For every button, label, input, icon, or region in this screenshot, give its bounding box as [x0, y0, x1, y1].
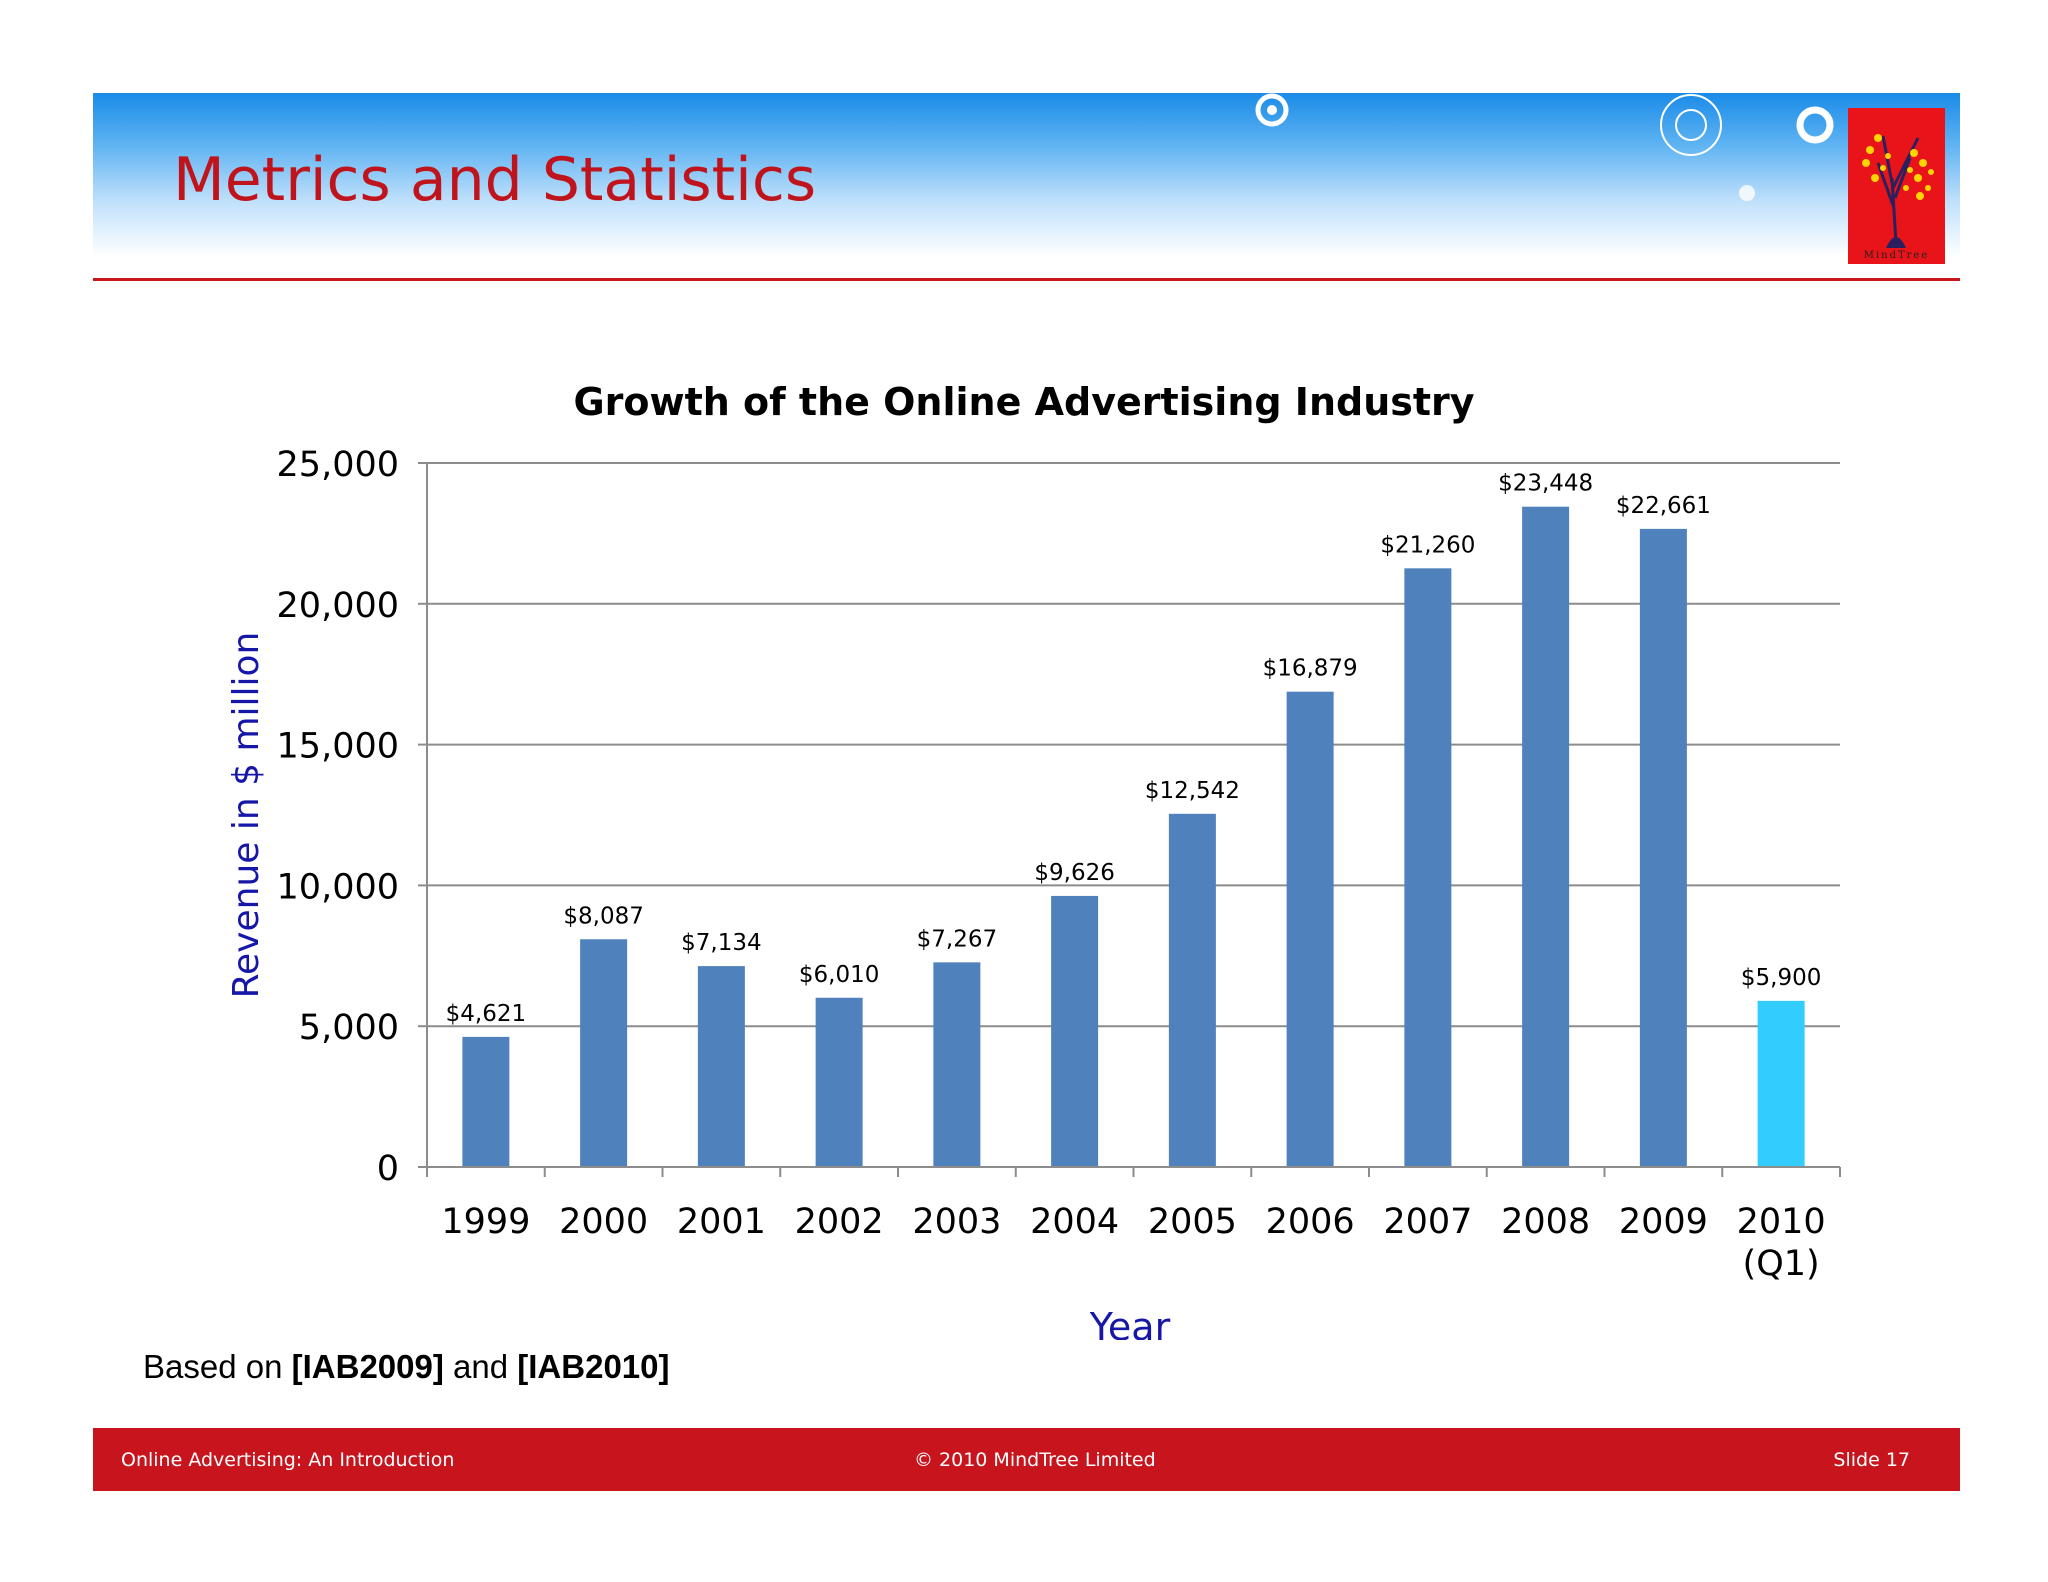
data-label: $7,267	[917, 926, 997, 952]
y-tick-label: 25,000	[277, 445, 399, 485]
source-ref-iab2010: [IAB2010]	[517, 1348, 670, 1385]
data-label: $16,879	[1263, 656, 1358, 682]
x-tick-label: 2005	[1148, 1202, 1237, 1242]
data-labels: $4,621 $8,087 $7,134 $6,010 $7,267 $9,626 $12,…	[446, 471, 1822, 1027]
x-tick-label: 2009	[1619, 1202, 1708, 1242]
header-band	[93, 93, 1960, 279]
x-tick-label: 2001	[677, 1202, 766, 1242]
deco-circle-3	[1675, 109, 1707, 141]
y-tick-label: 10,000	[277, 867, 399, 907]
deco-circle-4	[1796, 106, 1834, 144]
logo-tree-icon	[1862, 134, 1934, 248]
gridlines	[427, 462, 1840, 1028]
bar-2010	[1757, 1000, 1805, 1167]
x-tick-label: 2004	[1030, 1202, 1119, 1242]
source-ref-iab2009: [IAB2009]	[291, 1348, 444, 1385]
x-tick-label: 1999	[441, 1202, 530, 1242]
bar-1999	[462, 1036, 510, 1167]
bars	[462, 506, 1805, 1167]
bar-2008	[1522, 506, 1570, 1167]
y-tick-label: 20,000	[277, 586, 399, 626]
bar-2004	[1051, 895, 1099, 1167]
deco-dot-2	[1739, 185, 1755, 201]
data-label: $4,621	[446, 1001, 526, 1027]
data-label: $6,010	[799, 962, 879, 988]
slide-title: Metrics and Statistics	[173, 145, 817, 215]
y-tick-labels: 0 5,000 10,000 15,000 20,000 25,000	[277, 445, 427, 1189]
bar-2002	[815, 997, 863, 1167]
header-rule	[93, 278, 1960, 281]
footer-copyright: © 2010 MindTree Limited	[914, 1449, 1156, 1471]
deco-circle-2	[1660, 94, 1722, 156]
chart-title: Growth of the Online Advertising Industr…	[573, 380, 1474, 424]
data-label: $9,626	[1034, 860, 1114, 886]
bar-2000	[580, 939, 628, 1167]
y-tick-label: 15,000	[277, 727, 399, 767]
data-label: $8,087	[563, 903, 643, 929]
x-axis-title: Year	[1089, 1305, 1171, 1340]
bar-2005	[1168, 813, 1216, 1167]
bar-2007	[1404, 568, 1452, 1167]
footer-slide-number: Slide 17	[1833, 1449, 1910, 1471]
y-tick-label: 0	[377, 1149, 399, 1189]
data-label: $7,134	[681, 930, 761, 956]
logo-text: MindTree	[1863, 250, 1930, 261]
x-tick-label: 2010 (Q1)	[1737, 1202, 1826, 1284]
bar-2009	[1639, 528, 1687, 1167]
y-axis-title: Revenue in $ million	[226, 632, 267, 999]
x-tick-label: 2003	[912, 1202, 1001, 1242]
data-label: $22,661	[1616, 493, 1711, 519]
bar-2006	[1286, 691, 1334, 1167]
bar-chart: Growth of the Online Advertising Industr…	[226, 380, 1841, 1340]
x-tick-label: 2002	[795, 1202, 884, 1242]
x-tick-label: 2007	[1383, 1202, 1472, 1242]
data-label: $5,900	[1741, 965, 1821, 991]
bar-2003	[933, 962, 981, 1167]
x-tick-label: 2006	[1266, 1202, 1355, 1242]
deco-circle-1	[1255, 93, 1289, 127]
deco-dot-1	[1267, 105, 1277, 115]
footer-presentation-title: Online Advertising: An Introduction	[121, 1449, 455, 1471]
bar-2001	[697, 966, 745, 1167]
data-label: $12,542	[1145, 778, 1240, 804]
source-and: and	[443, 1348, 518, 1385]
source-prefix: Based on	[143, 1348, 292, 1385]
mindtree-logo: MindTree	[1848, 108, 1945, 264]
x-tick-label: 2000	[559, 1202, 648, 1242]
x-tick-labels: 1999 2000 2001 2002 2003 2004 2005 2006 2007 2008…	[426, 1167, 1841, 1284]
decorative-circles	[1255, 93, 1834, 201]
source-note: Based on [IAB2009] and [IAB2010]	[143, 1348, 670, 1386]
x-tick-label: 2008	[1501, 1202, 1590, 1242]
data-label: $21,260	[1380, 532, 1475, 558]
footer-bar: Online Advertising: An Introduction © 20…	[93, 1428, 1960, 1491]
y-tick-label: 5,000	[299, 1008, 399, 1048]
data-label: $23,448	[1498, 471, 1593, 497]
